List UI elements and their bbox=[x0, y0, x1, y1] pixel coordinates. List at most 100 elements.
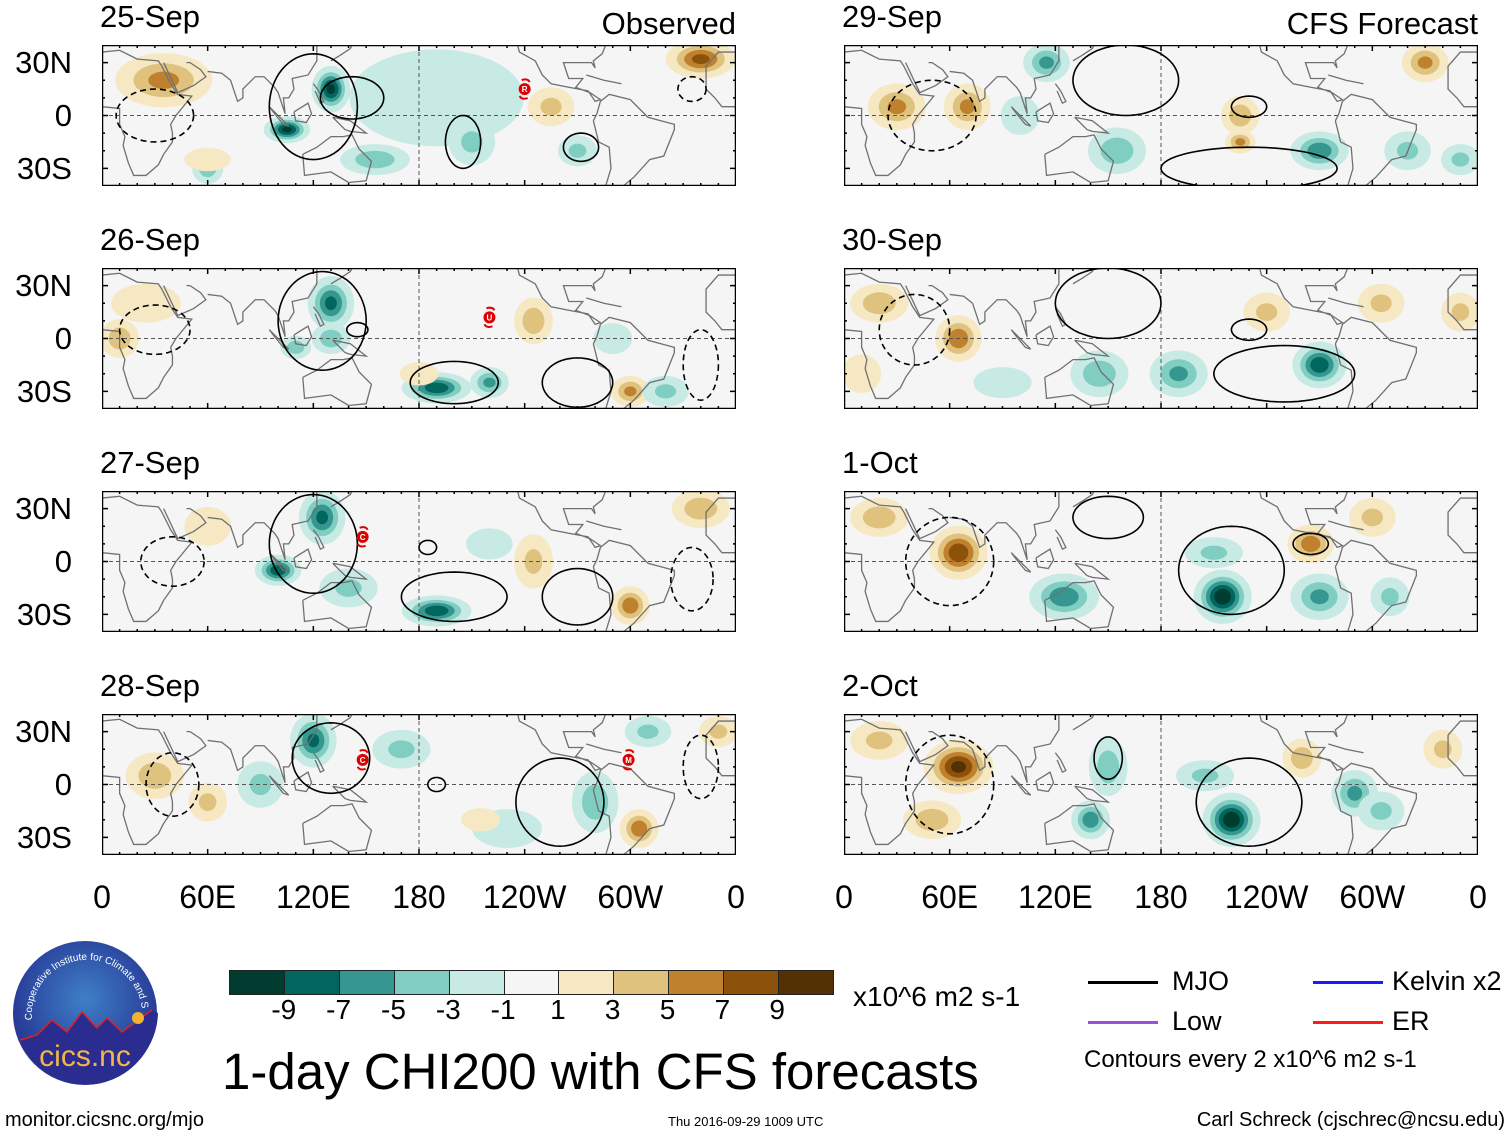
mjo-contour-negative bbox=[400, 571, 508, 623]
coastline bbox=[949, 268, 1060, 337]
coastline bbox=[1447, 720, 1478, 777]
lon-tick-label: 0 bbox=[835, 879, 853, 915]
coastline bbox=[592, 93, 676, 186]
coastline bbox=[1010, 106, 1032, 127]
coastline bbox=[1334, 762, 1418, 855]
storm-marker: U bbox=[483, 306, 496, 329]
storm-letter: U bbox=[487, 313, 493, 322]
anomaly-shading bbox=[111, 283, 181, 323]
coastline bbox=[207, 268, 318, 337]
colorbar-tick-label: -5 bbox=[381, 994, 406, 1025]
colorbar-swatch bbox=[449, 971, 505, 994]
coastline bbox=[844, 718, 936, 846]
anomaly-shading bbox=[1301, 535, 1321, 552]
coastline bbox=[330, 714, 353, 731]
colorbar-tick-label: -1 bbox=[490, 994, 516, 1025]
coastline bbox=[163, 284, 207, 317]
mjo-contour-negative bbox=[1195, 757, 1303, 848]
mjo-contour-negative bbox=[1072, 495, 1145, 540]
panel-date: 27-Sep bbox=[100, 445, 200, 480]
anomaly-shading bbox=[631, 820, 648, 837]
anomaly-shading bbox=[524, 549, 543, 574]
panel-date: 2-Oct bbox=[842, 668, 918, 703]
lon-tick-label: 120E bbox=[1017, 879, 1093, 915]
coastline bbox=[330, 268, 353, 285]
legend-kelvin-label: Kelvin x2 bbox=[1392, 966, 1502, 996]
map-panel: U bbox=[102, 268, 736, 409]
anomaly-shading bbox=[335, 579, 362, 597]
colorbar-swatch bbox=[779, 971, 833, 994]
coastline bbox=[1447, 51, 1478, 108]
lat-tick-label: 0 bbox=[54, 544, 72, 579]
anomaly-shading bbox=[1417, 56, 1433, 69]
anomaly-shading bbox=[1381, 587, 1399, 606]
lat-tick-label: 30S bbox=[16, 820, 72, 855]
anomaly-shading bbox=[1451, 303, 1470, 321]
coastline bbox=[905, 730, 949, 763]
coastline bbox=[163, 507, 207, 540]
colorbar-swatch bbox=[614, 971, 670, 994]
coastline bbox=[268, 552, 290, 573]
mjo-contour-negative bbox=[1072, 45, 1180, 117]
anomaly-shading bbox=[862, 506, 896, 529]
legend-low-line bbox=[1088, 1021, 1158, 1024]
legend-er-line bbox=[1313, 1021, 1383, 1024]
coastline bbox=[1447, 497, 1478, 554]
mjo-contour-positive bbox=[904, 516, 995, 607]
coastline bbox=[1010, 775, 1032, 796]
anomaly-shading bbox=[582, 784, 609, 820]
anomaly-shading bbox=[424, 382, 449, 394]
coastline bbox=[1334, 93, 1418, 186]
coastline bbox=[1258, 714, 1349, 772]
mjo-contour-negative bbox=[1292, 532, 1330, 556]
mjo-contour-negative bbox=[319, 75, 385, 120]
footer-url[interactable]: monitor.cicsnc.org/mjo bbox=[5, 1109, 204, 1131]
mjo-contour-negative bbox=[1160, 146, 1338, 186]
storm-letter: M bbox=[625, 756, 632, 765]
colorbar-swatch bbox=[339, 971, 395, 994]
coastline bbox=[1074, 785, 1111, 804]
anomaly-shading bbox=[1049, 587, 1079, 607]
mjo-contour-positive bbox=[878, 293, 951, 366]
anomaly-shading bbox=[1451, 152, 1470, 167]
coastline bbox=[302, 803, 373, 853]
anomaly-shading bbox=[624, 386, 637, 397]
anomaly-shading bbox=[1214, 588, 1231, 605]
legend-low-label: Low bbox=[1172, 1006, 1222, 1036]
colorbar-tick-label: 9 bbox=[769, 994, 785, 1025]
coastline bbox=[1074, 339, 1111, 358]
coastline bbox=[1035, 771, 1055, 793]
anomaly-shading bbox=[1223, 811, 1240, 828]
colorbar-swatch bbox=[724, 971, 780, 994]
coastline bbox=[163, 730, 207, 763]
anomaly-shading bbox=[466, 528, 513, 560]
coastline bbox=[293, 548, 313, 570]
anomaly-shading bbox=[249, 773, 272, 796]
coastline bbox=[1010, 552, 1032, 573]
coastline bbox=[1035, 548, 1055, 570]
coastline bbox=[1074, 562, 1111, 581]
map-panel bbox=[844, 491, 1478, 632]
coastline bbox=[302, 580, 373, 630]
lon-tick-label: 0 bbox=[93, 879, 111, 915]
anomaly-shading bbox=[184, 506, 231, 546]
colorbar-tick-label: 1 bbox=[550, 994, 566, 1025]
lon-tick-label: 60W bbox=[1339, 879, 1406, 915]
coastline bbox=[905, 61, 949, 94]
coastline bbox=[949, 714, 1060, 783]
legend-kelvin-line bbox=[1313, 981, 1383, 984]
anomaly-shading bbox=[1434, 740, 1452, 759]
anomaly-shading bbox=[325, 296, 337, 311]
anomaly-shading bbox=[281, 126, 292, 133]
anomaly-shading bbox=[1039, 56, 1054, 69]
coastline bbox=[312, 752, 325, 774]
forecast-label: CFS Forecast bbox=[1286, 6, 1478, 41]
coastline bbox=[332, 339, 369, 358]
coastline bbox=[1334, 539, 1418, 632]
coastline bbox=[586, 743, 622, 754]
mjo-contour-negative bbox=[1230, 95, 1268, 119]
storm-letter: R bbox=[522, 85, 528, 94]
anomaly-shading bbox=[184, 147, 231, 172]
colorbar-units: x10^6 m2 s-1 bbox=[853, 981, 1021, 1012]
anomaly-shading bbox=[1310, 357, 1329, 373]
